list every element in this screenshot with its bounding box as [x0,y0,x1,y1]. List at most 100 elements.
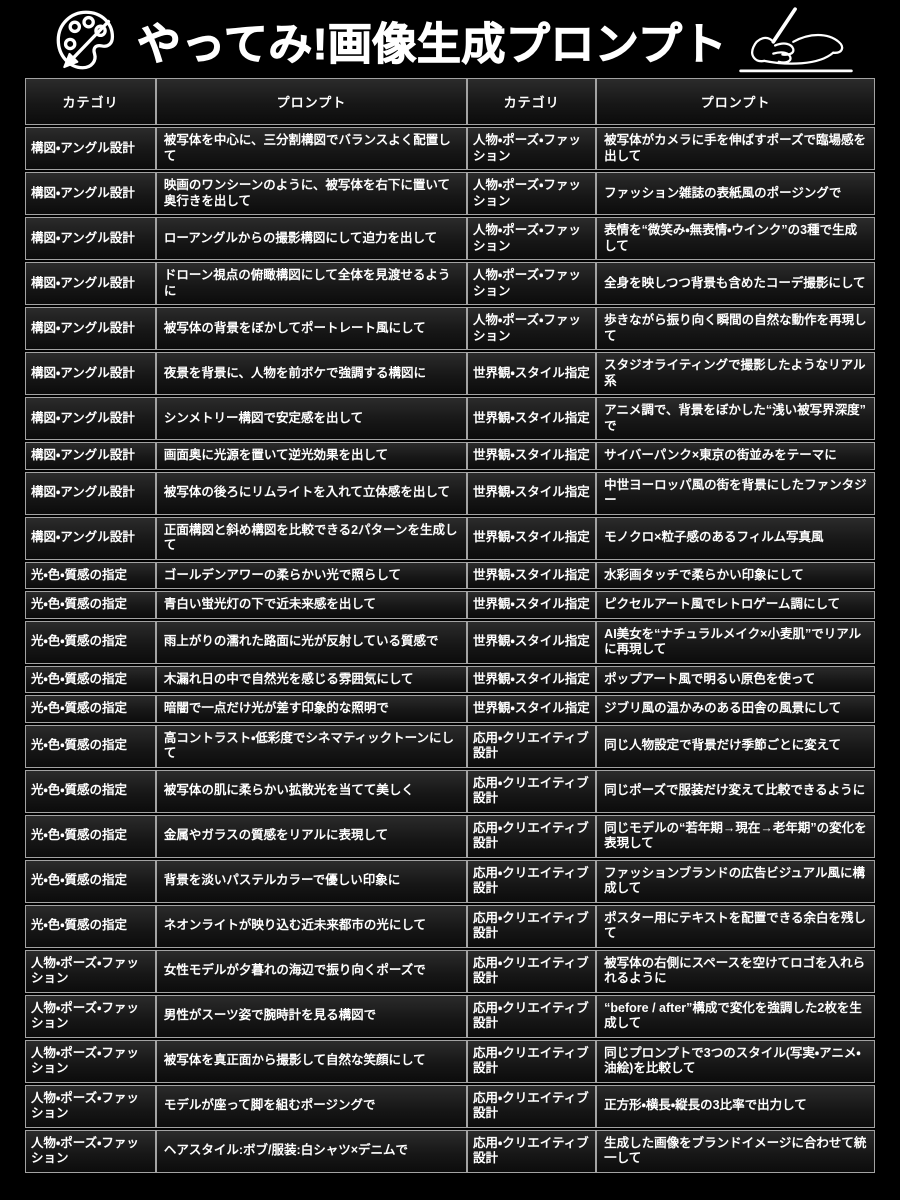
prompt-cell: モノクロ×粒子感のあるフィルム写真風 [596,516,875,560]
prompt-cell: 暗闇で一点だけ光が差す印象的な照明で [155,695,467,723]
table-row: 人物・ポーズ・ファッション モデルが座って脚を組むポージングで 応用・クリエイティブ… [25,1084,875,1128]
category-cell: 人物・ポーズ・ファッション [466,127,597,170]
category-cell: 構図・アングル設計 [25,471,156,515]
prompt-cell: 同じプロンプトで3つのスタイル(写実・アニメ・油絵)を比較して [596,1039,875,1083]
category-cell: 応用・クリエイティブ設計 [466,1084,597,1128]
category-cell: 構図・アングル設計 [25,172,156,215]
category-cell: 構図・アングル設計 [25,262,156,305]
table-row: 構図・アングル設計 被写体の後ろにリムライトを入れて立体感を出して 世界観・スタイル… [25,471,875,515]
column-header-category-right: カテゴリ [466,78,597,125]
category-cell: 応用・クリエイティブ設計 [466,904,597,948]
category-cell: 人物・ポーズ・ファッション [25,994,156,1038]
category-cell: 構図・アングル設計 [25,127,156,170]
category-cell: 構図・アングル設計 [25,352,156,395]
table-row: 構図・アングル設計 ドローン視点の俯瞰構図にして全体を見渡せるように 人物・ポーズ・… [25,262,875,305]
prompt-cell: 正面構図と斜め構図を比較できる2パターンを生成して [155,516,467,560]
prompt-cell: 背景を淡いパステルカラーで優しい印象に [155,859,467,903]
prompt-cell: 被写体の右側にスペースを空けてロゴを入れられるように [596,949,875,993]
prompt-cell: 女性モデルが夕暮れの海辺で振り向くポーズで [155,949,467,993]
category-cell: 光・色・質感の指定 [25,724,156,768]
prompt-cell: 青白い蛍光灯の下で近未来感を出して [155,591,467,619]
prompt-cell: ドローン視点の俯瞰構図にして全体を見渡せるように [155,262,467,305]
prompt-table: カテゴリ プロンプト カテゴリ プロンプト 構図・アングル設計 被写体を中心に、三… [25,76,875,1175]
category-cell: 構図・アングル設計 [25,307,156,350]
prompt-cell: 被写体の肌に柔らかい拡散光を当てて美しく [155,769,467,813]
prompt-cell: 夜景を背景に、人物を前ボケで強調する構図に [155,352,467,395]
prompt-cell: ファッションブランドの広告ビジュアル風に構成して [596,859,875,903]
prompt-cell: 歩きながら振り向く瞬間の自然な動作を再現して [596,307,875,350]
table-row: 構図・アングル設計 画面奥に光源を置いて逆光効果を出して 世界観・スタイル指定 サイバ… [25,442,875,470]
category-cell: 構図・アングル設計 [25,397,156,440]
table-body: 構図・アングル設計 被写体を中心に、三分割構図でバランスよく配置して 人物・ポーズ・… [25,127,875,1173]
table-row: 構図・アングル設計 シンメトリー構図で安定感を出して 世界観・スタイル指定 アニメ調で… [25,397,875,440]
table-row: 構図・アングル設計 ローアングルからの撮影構図にして迫力を出して 人物・ポーズ・ファ… [25,217,875,260]
category-cell: 光・色・質感の指定 [25,561,156,589]
prompt-cell: ファッション雑誌の表紙風のポージングで [596,172,875,215]
prompt-cell: ポスター用にテキストを配置できる余白を残して [596,904,875,948]
category-cell: 世界観・スタイル指定 [466,591,597,619]
category-cell: 世界観・スタイル指定 [466,352,597,395]
category-cell: 人物・ポーズ・ファッション [466,262,597,305]
category-cell: 世界観・スタイル指定 [466,620,597,664]
category-cell: 人物・ポーズ・ファッション [466,172,597,215]
table-row: 人物・ポーズ・ファッション 女性モデルが夕暮れの海辺で振り向くポーズで 応用・クリエ… [25,949,875,993]
category-cell: 光・色・質感の指定 [25,591,156,619]
table-row: 光・色・質感の指定 雨上がりの濡れた路面に光が反射している質感で 世界観・スタイル指… [25,620,875,664]
table-row: 人物・ポーズ・ファッション 男性がスーツ姿で腕時計を見る構図で 応用・クリエイティブ… [25,994,875,1038]
table-row: 人物・ポーズ・ファッション 被写体を真正面から撮影して自然な笑顔にして 応用・クリエ… [25,1039,875,1083]
prompt-cell: ジブリ風の温かみのある田舎の風景にして [596,695,875,723]
prompt-cell: ゴールデンアワーの柔らかい光で照らして [155,561,467,589]
prompt-cell: 生成した画像をブランドイメージに合わせて統一して [596,1129,875,1173]
prompt-cell: サイバーパンク×東京の街並みをテーマに [596,442,875,470]
category-cell: 光・色・質感の指定 [25,904,156,948]
category-cell: 応用・クリエイティブ設計 [466,814,597,858]
table-row: 光・色・質感の指定 暗闇で一点だけ光が差す印象的な照明で 世界観・スタイル指定 ジブリ… [25,695,875,723]
column-header-category-left: カテゴリ [25,78,156,125]
prompt-cell: 被写体の後ろにリムライトを入れて立体感を出して [155,471,467,515]
category-cell: 光・色・質感の指定 [25,665,156,693]
prompt-cell: 水彩画タッチで柔らかい印象にして [596,561,875,589]
page-title: やってみ!画像生成プロンプト [136,20,728,70]
table-row: 光・色・質感の指定 ゴールデンアワーの柔らかい光で照らして 世界観・スタイル指定 水彩… [25,561,875,589]
category-cell: 光・色・質感の指定 [25,859,156,903]
category-cell: 世界観・スタイル指定 [466,516,597,560]
category-cell: 応用・クリエイティブ設計 [466,769,597,813]
prompt-cell: 全身を映しつつ背景も含めたコーデ撮影にして [596,262,875,305]
category-cell: 人物・ポーズ・ファッション [25,1129,156,1173]
table-row: 構図・アングル設計 被写体の背景をぼかしてポートレート風にして 人物・ポーズ・ファッ… [25,307,875,350]
table-row: 光・色・質感の指定 金属やガラスの質感をリアルに表現して 応用・クリエイティブ設計同… [25,814,875,858]
category-cell: 世界観・スタイル指定 [466,397,597,440]
prompt-cell: 正方形・横長・縦長の3比率で出力して [596,1084,875,1128]
category-cell: 応用・クリエイティブ設計 [466,1039,597,1083]
category-cell: 人物・ポーズ・ファッション [466,307,597,350]
category-cell: 応用・クリエイティブ設計 [466,724,597,768]
category-cell: 世界観・スタイル指定 [466,561,597,589]
table-row: 光・色・質感の指定 高コントラスト・低彩度でシネマティックトーンにして 応用・クリエ… [25,724,875,768]
prompt-cell: 木漏れ日の中で自然光を感じる雰囲気にして [155,665,467,693]
table-row: 構図・アングル設計 夜景を背景に、人物を前ボケで強調する構図に 世界観・スタイル指定… [25,352,875,395]
category-cell: 光・色・質感の指定 [25,814,156,858]
table-row: 光・色・質感の指定 背景を淡いパステルカラーで優しい印象に 応用・クリエイティブ設計… [25,859,875,903]
category-cell: 構図・アングル設計 [25,516,156,560]
category-cell: 構図・アングル設計 [25,442,156,470]
category-cell: 世界観・スタイル指定 [466,665,597,693]
prompt-cell: ポップアート風で明るい原色を使って [596,665,875,693]
prompt-cell: 被写体の背景をぼかしてポートレート風にして [155,307,467,350]
prompt-cell: “before / after”構成で変化を強調した2枚を生成して [596,994,875,1038]
table-row: 光・色・質感の指定 青白い蛍光灯の下で近未来感を出して 世界観・スタイル指定 ピクセル… [25,591,875,619]
category-cell: 構図・アングル設計 [25,217,156,260]
category-cell: 応用・クリエイティブ設計 [466,1129,597,1173]
prompt-cell: 表情を“微笑み・無表情・ウインク”の3種で生成して [596,217,875,260]
prompt-cell: 男性がスーツ姿で腕時計を見る構図で [155,994,467,1038]
table-row: 構図・アングル設計 映画のワンシーンのように、被写体を右下に置いて奥行きを出して人… [25,172,875,215]
prompt-cell: 金属やガラスの質感をリアルに表現して [155,814,467,858]
header-row: カテゴリ プロンプト カテゴリ プロンプト [25,78,875,125]
table-row: 構図・アングル設計 正面構図と斜め構図を比較できる2パターンを生成して 世界観・スタ… [25,516,875,560]
prompt-cell: 雨上がりの濡れた路面に光が反射している質感で [155,620,467,664]
category-cell: 応用・クリエイティブ設計 [466,994,597,1038]
writing-hand-icon [737,5,855,75]
prompt-cell: AI美女を“ナチュラルメイク×小麦肌”でリアルに再現して [596,620,875,664]
prompt-cell: 被写体を真正面から撮影して自然な笑顔にして [155,1039,467,1083]
prompt-cell: ネオンライトが映り込む近未来都市の光にして [155,904,467,948]
category-cell: 人物・ポーズ・ファッション [25,1039,156,1083]
